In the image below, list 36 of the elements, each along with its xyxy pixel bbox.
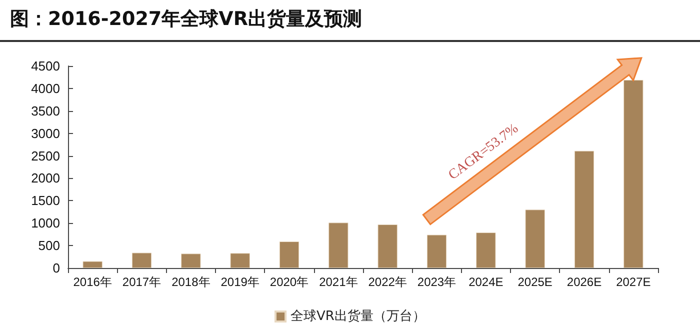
bar: [476, 232, 496, 268]
bar: [525, 210, 545, 268]
bar: [426, 234, 447, 268]
y-tick-label: 1000: [31, 216, 60, 231]
bar: [82, 261, 102, 268]
x-tick-label: 2018年: [172, 275, 210, 289]
bar: [378, 224, 398, 268]
y-tick-label: 3500: [31, 103, 60, 118]
legend-label: 全球VR出货量（万台）: [290, 309, 426, 324]
bar: [230, 253, 250, 268]
bar: [624, 80, 644, 268]
x-tick-label: 2017年: [122, 275, 162, 289]
x-tick-label: 2023年: [417, 275, 456, 289]
y-tick-label: 2000: [31, 170, 60, 186]
x-tick-label: 2020年: [270, 275, 309, 289]
x-tick-label: 2027E: [616, 275, 651, 289]
x-tick-label: 2019年: [220, 275, 260, 289]
bar: [328, 222, 348, 268]
x-tick-label: 2022年: [368, 275, 407, 289]
y-tick-label: 4500: [31, 58, 60, 74]
bar: [181, 254, 201, 268]
y-tick-label: 0: [52, 260, 60, 276]
y-tick-label: 2500: [31, 148, 60, 164]
x-tick-label: 2026E: [566, 275, 602, 289]
bar: [132, 252, 152, 268]
x-tick-label: 2016年: [73, 275, 112, 289]
y-tick-label: 4000: [31, 80, 60, 96]
y-tick-label: 500: [38, 238, 60, 254]
bar: [574, 150, 594, 268]
bar: [279, 242, 300, 268]
x-tick-label: 2025E: [518, 275, 552, 289]
chart-title: 图：2016-2027年全球VR出货量及预测: [10, 7, 362, 32]
x-tick-label: 2024E: [468, 275, 504, 289]
x-tick-label: 2021年: [319, 275, 358, 289]
y-tick-label: 3000: [31, 126, 60, 141]
y-tick-label: 1500: [31, 193, 60, 208]
